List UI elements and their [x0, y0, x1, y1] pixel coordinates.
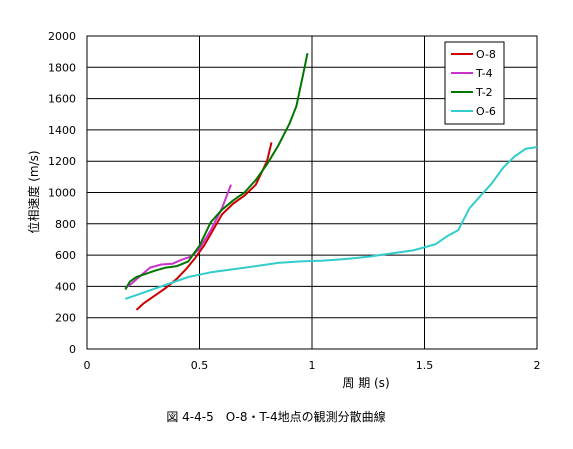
y-tick-label: 200: [55, 312, 76, 325]
y-tick-label: 800: [55, 218, 76, 231]
y-tick-label: 600: [55, 249, 76, 262]
x-tick-label: 1.5: [416, 359, 434, 372]
x-tick-label: 2: [534, 359, 541, 372]
series-line-o-8: [135, 142, 273, 311]
legend-label: T-2: [475, 86, 493, 99]
legend-label: T-4: [475, 67, 493, 80]
y-tick-label: 1400: [48, 124, 76, 137]
x-tick-label: 1: [309, 359, 316, 372]
x-axis-title: 周 期 (s): [342, 376, 389, 390]
x-tick-label: 0.5: [191, 359, 209, 372]
series-line-o-6: [124, 146, 538, 300]
legend-label: O-8: [476, 48, 496, 61]
y-tick-label: 0: [69, 343, 76, 356]
x-tick-label: 0: [84, 359, 91, 372]
y-tick-label: 1600: [48, 93, 76, 106]
y-tick-labels: 0 200 400 600 800 1000 1200 1400 1600 1800 2000: [48, 30, 76, 356]
series-layer: [124, 52, 538, 311]
x-tick-labels: 0 0.5 1 1.5 2: [84, 359, 541, 372]
series-line-t-2: [124, 52, 309, 290]
legend-label: O-6: [476, 105, 496, 118]
y-tick-label: 1000: [48, 187, 76, 200]
y-tick-label: 400: [55, 280, 76, 293]
y-tick-label: 1200: [48, 155, 76, 168]
legend: O-8 T-4 T-2 O-6: [444, 41, 505, 125]
y-tick-label: 1800: [48, 61, 76, 74]
y-tick-label: 2000: [48, 30, 76, 43]
figure-caption: 図 4-4-5 O-8・T-4地点の観測分散曲線: [166, 409, 385, 424]
y-axis-title: 位相速度 (m/s): [26, 150, 41, 233]
